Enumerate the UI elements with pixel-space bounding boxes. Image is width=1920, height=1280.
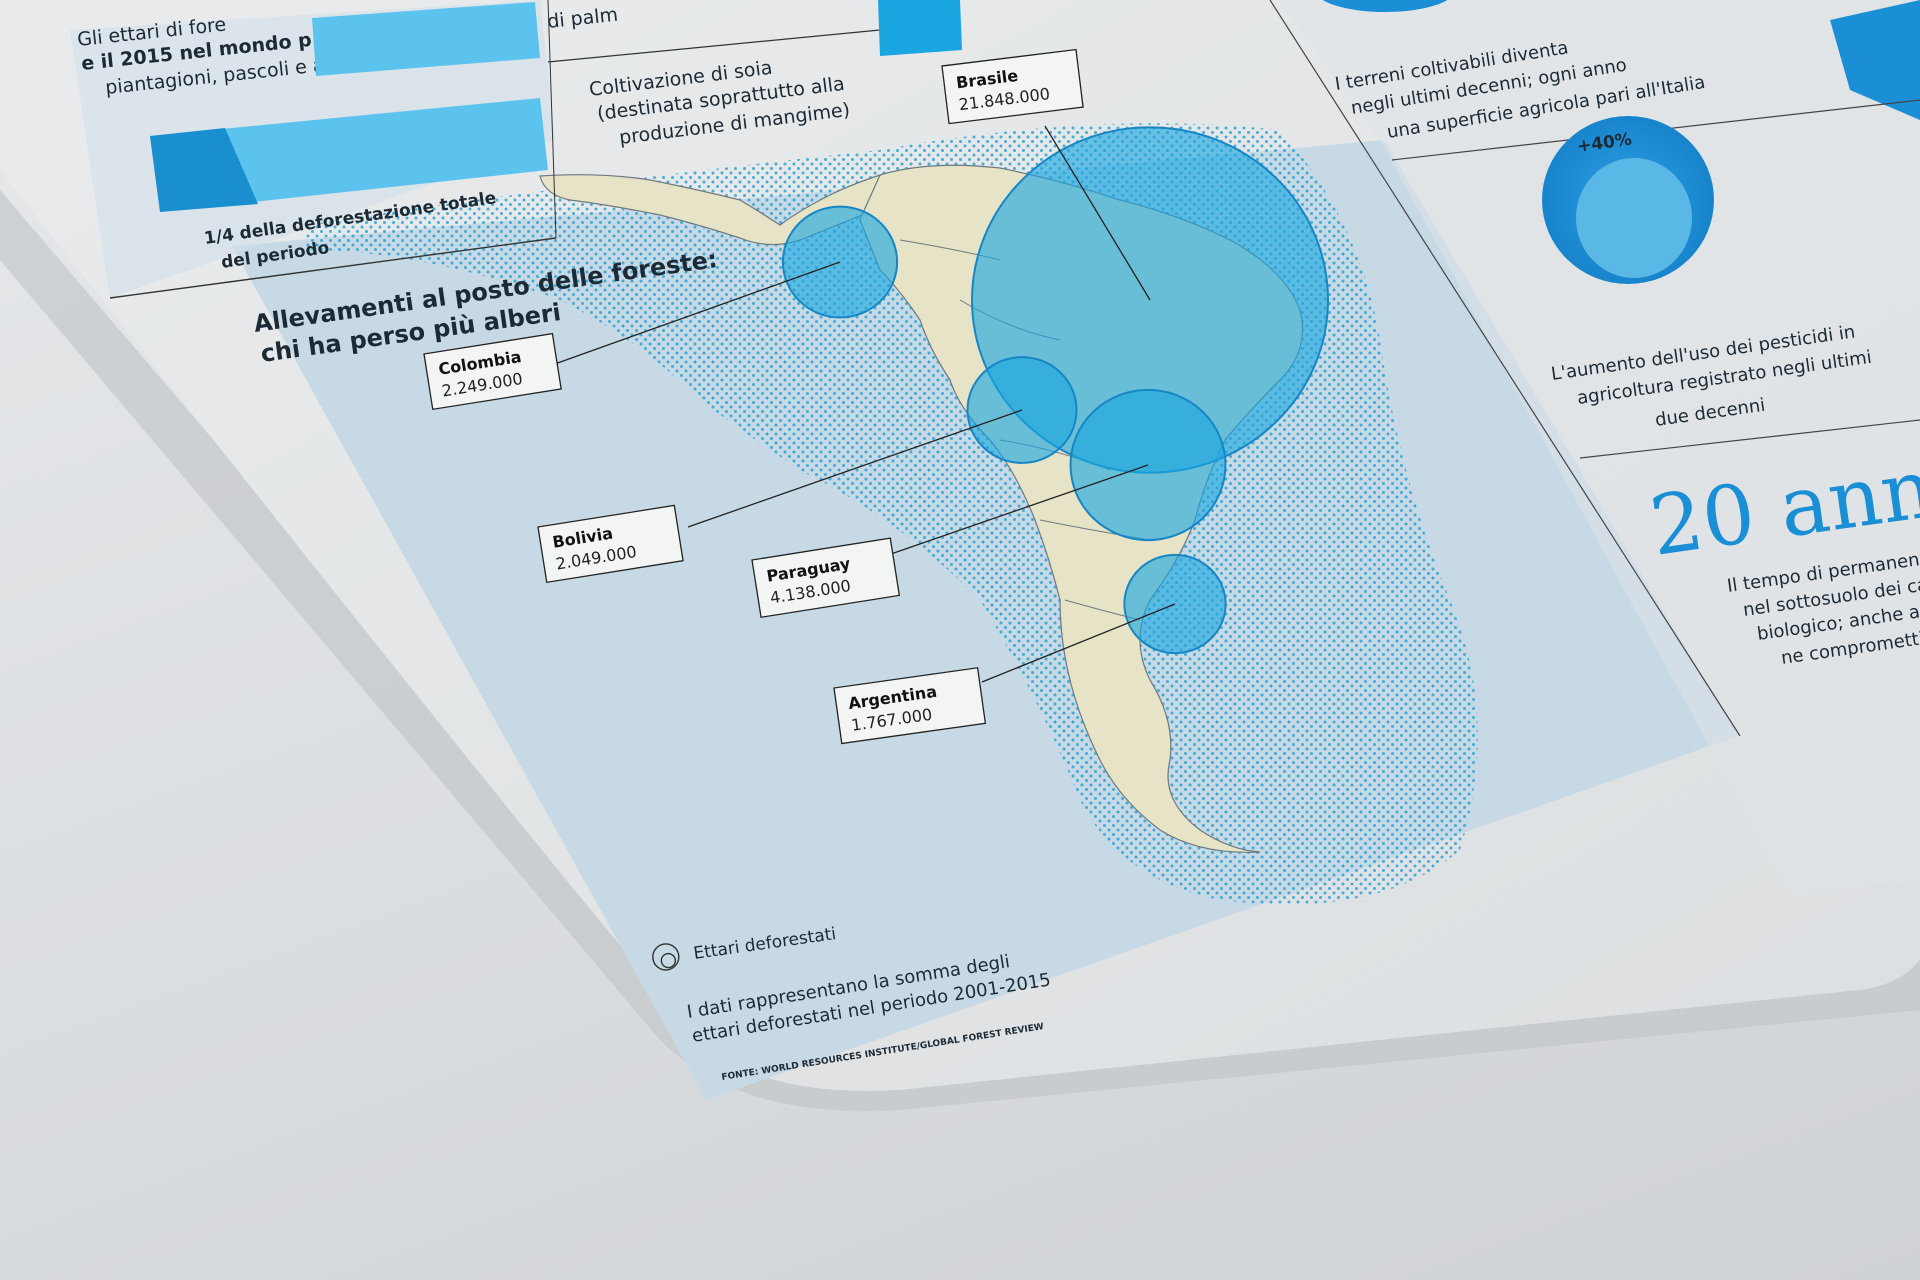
legend-circle-small <box>660 952 677 969</box>
leader-lines <box>551 125 1176 683</box>
bar-top-light <box>312 2 540 76</box>
bar-quarter-dark <box>150 128 258 212</box>
leader-line-colombia <box>551 261 841 366</box>
diamond-shape <box>1830 0 1920 120</box>
label-box <box>751 537 901 619</box>
label-colombia: Colombia 2.249.000 <box>423 332 562 411</box>
right-column: I terreni coltivabili diventa negli ulti… <box>1269 0 1920 895</box>
soy-bar <box>878 0 962 56</box>
bar-total-light <box>150 98 548 212</box>
leader-line-argentina <box>981 603 1176 683</box>
leader-line-paraguay <box>887 464 1149 556</box>
label-paraguay: Paraguay 4.138.000 <box>751 537 901 619</box>
label-bolivia: Bolivia 2.049.000 <box>537 504 684 584</box>
top-middle-panel: di palm Coltivazione di soia (destinata … <box>546 0 962 149</box>
top-left-panel: Gli ettari di fore e il 2015 nel mondo p… <box>70 0 557 299</box>
legend-circle-large <box>652 943 680 971</box>
terreni-circle <box>1322 0 1448 12</box>
leader-line-brasile <box>1044 125 1151 301</box>
label-argentina: Argentina 1.767.000 <box>833 667 987 745</box>
label-box <box>833 667 987 745</box>
map-panel: Allevamenti al posto delle foreste: chi … <box>232 48 1738 1100</box>
label-box <box>941 48 1084 125</box>
leader-line-bolivia <box>687 409 1023 528</box>
label-box <box>537 504 684 584</box>
label-box <box>423 332 562 411</box>
pesticide-inner-circle <box>1576 158 1692 278</box>
label-brasile: Brasile 21.848.000 <box>941 48 1084 125</box>
